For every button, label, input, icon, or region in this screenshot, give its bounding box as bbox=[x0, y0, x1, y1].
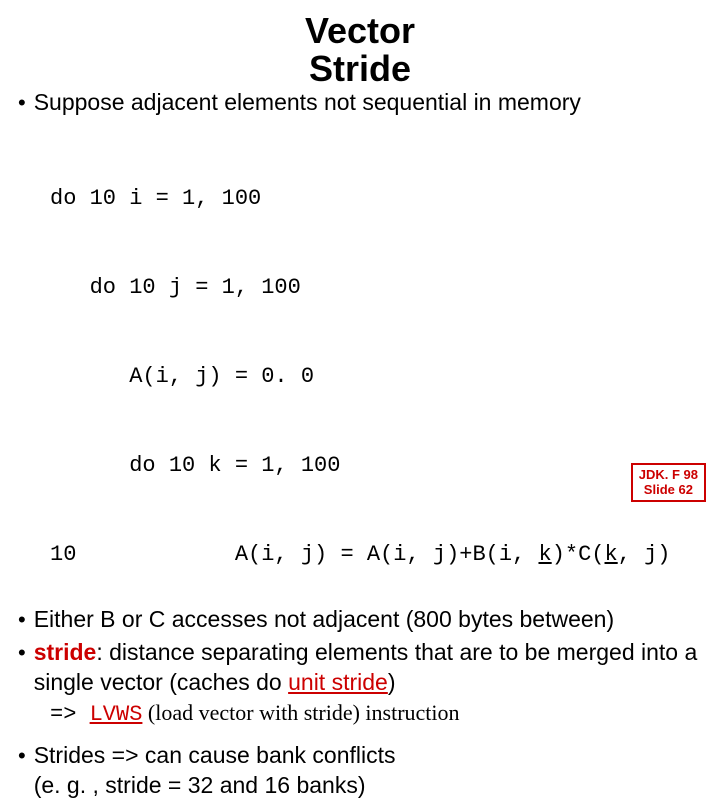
code-block: do 10 i = 1, 100 do 10 j = 1, 100 A(i, j… bbox=[50, 124, 702, 599]
stride-word: stride bbox=[34, 639, 97, 665]
bullet-1-text: Suppose adjacent elements not sequential… bbox=[34, 88, 581, 118]
arrow-line: => LVWS (load vector with stride) instru… bbox=[50, 700, 702, 727]
code-k2: k bbox=[605, 542, 618, 567]
arrow-post: (load vector with stride) instruction bbox=[142, 700, 459, 725]
b4-l2: (e. g. , stride = 32 and 16 banks) bbox=[34, 772, 366, 798]
footer-line-1: JDK. F 98 bbox=[639, 467, 698, 483]
code-line-1: do 10 i = 1, 100 bbox=[50, 184, 702, 214]
footer-line-2: Slide 62 bbox=[639, 482, 698, 498]
code-k1: k bbox=[538, 542, 551, 567]
code-l5a: 10 A(i, j) = A(i, j)+B(i, bbox=[50, 542, 538, 567]
bullet-marker: • bbox=[18, 88, 26, 119]
arrow-pre: => bbox=[50, 702, 90, 727]
title-line-1: Vector bbox=[305, 10, 415, 51]
bullet-2: • Either B or C accesses not adjacent (8… bbox=[18, 605, 702, 636]
bullet-4-text: Strides => can cause bank conflicts (e. … bbox=[34, 741, 396, 801]
b4-l1: Strides => can cause bank conflicts bbox=[34, 742, 396, 768]
title-line-2: Stride bbox=[309, 48, 411, 89]
bullet-marker: • bbox=[18, 605, 26, 636]
code-l5b: )*C( bbox=[552, 542, 605, 567]
lvws: LVWS bbox=[90, 702, 143, 727]
bullet-4: • Strides => can cause bank conflicts (e… bbox=[18, 741, 702, 801]
bullet-marker: • bbox=[18, 638, 26, 669]
code-line-2: do 10 j = 1, 100 bbox=[50, 273, 702, 303]
bullet-3: • stride: distance separating elements t… bbox=[18, 638, 702, 698]
code-line-4: do 10 k = 1, 100 bbox=[50, 451, 702, 481]
b3-post: ) bbox=[388, 669, 396, 695]
bullet-1: • Suppose adjacent elements not sequenti… bbox=[18, 88, 702, 119]
unit-stride: unit stride bbox=[288, 669, 388, 695]
bullet-marker: • bbox=[18, 741, 26, 772]
code-l5c: , j) bbox=[618, 542, 671, 567]
slide-title: Vector Stride bbox=[18, 12, 702, 88]
bullet-3-text: stride: distance separating elements tha… bbox=[34, 638, 702, 698]
code-line-3: A(i, j) = 0. 0 bbox=[50, 362, 702, 392]
code-line-5: 10 A(i, j) = A(i, j)+B(i, k)*C(k, j) bbox=[50, 540, 702, 570]
bullet-2-text: Either B or C accesses not adjacent (800… bbox=[34, 605, 614, 635]
slide-number-box: JDK. F 98 Slide 62 bbox=[631, 463, 706, 502]
